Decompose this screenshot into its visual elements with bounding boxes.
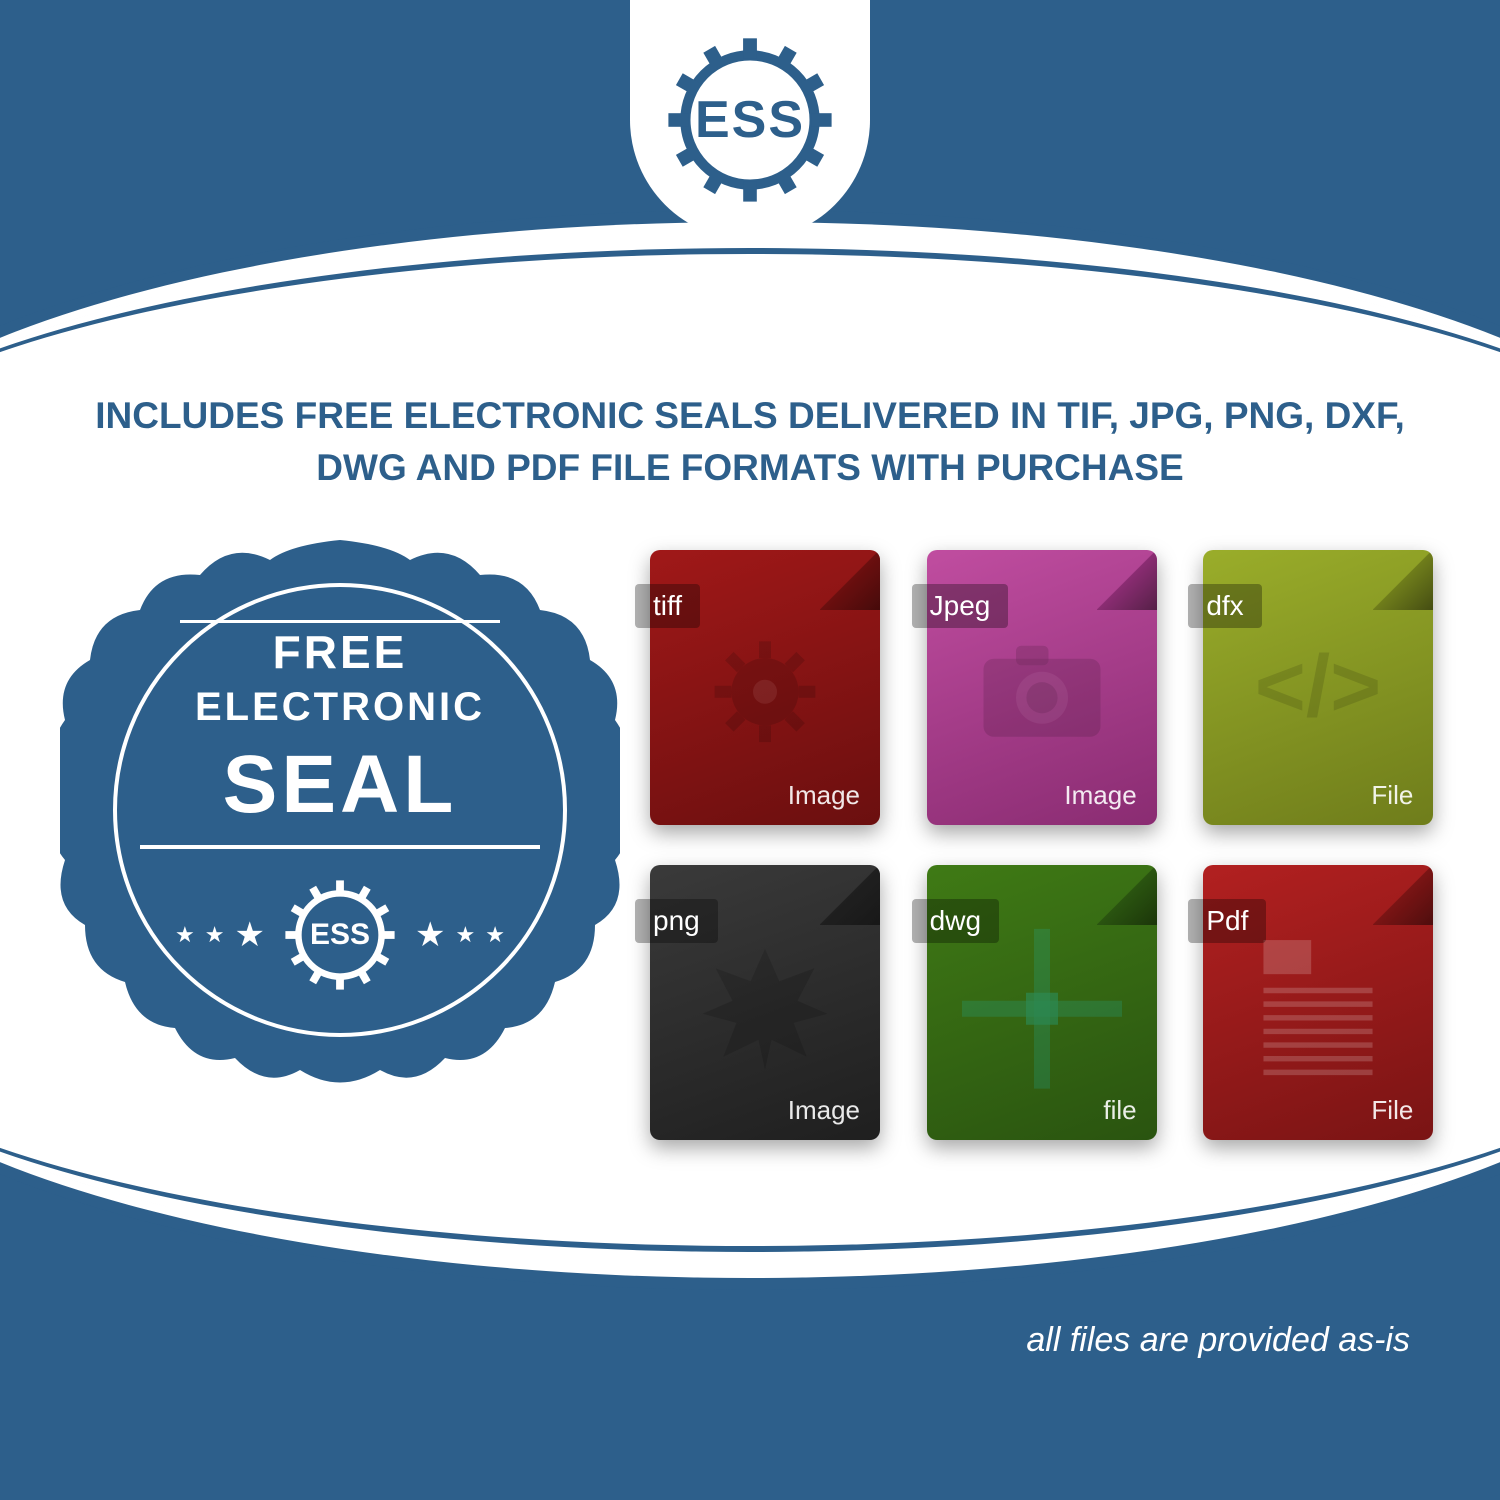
file-type-label: Image xyxy=(1064,780,1136,811)
content-row: FREE ELECTRONIC SEAL ★ ★ ★ xyxy=(60,530,1440,1140)
file-icons-grid: tiffImageJpegImage</>dfxFilepngImagedwgf… xyxy=(650,530,1440,1140)
file-glyph-icon xyxy=(705,631,825,756)
file-fold-icon xyxy=(1097,865,1157,925)
star-icon: ★ xyxy=(485,922,505,948)
seal-top-divider xyxy=(180,620,500,623)
file-type-label: Image xyxy=(788,1095,860,1126)
mini-ess-text: ESS xyxy=(310,918,370,952)
file-fold-icon xyxy=(1373,550,1433,610)
file-glyph-icon: </> xyxy=(1243,640,1393,745)
file-glyph-icon xyxy=(962,928,1122,1093)
file-type-label: File xyxy=(1371,1095,1413,1126)
file-format-label: Pdf xyxy=(1188,899,1266,943)
file-format-label: dwg xyxy=(912,899,999,943)
file-format-label: tiff xyxy=(635,584,700,628)
file-fold-icon xyxy=(1097,550,1157,610)
file-icon-jpeg: JpegImage xyxy=(927,550,1157,825)
file-icon-png: pngImage xyxy=(650,865,880,1140)
star-icon: ★ xyxy=(455,922,475,948)
file-type-label: Image xyxy=(788,780,860,811)
seal-bottom-row: ★ ★ ★ xyxy=(60,870,620,1000)
file-icon-dfx: </>dfxFile xyxy=(1203,550,1433,825)
file-format-label: dfx xyxy=(1188,584,1261,628)
ess-logo: ESS xyxy=(630,0,870,240)
mini-gear-icon: ESS xyxy=(275,870,405,1000)
star-icon: ★ xyxy=(205,922,225,948)
file-format-label: png xyxy=(635,899,718,943)
file-icon-tiff: tiffImage xyxy=(650,550,880,825)
ess-logo-text: ESS xyxy=(695,90,805,150)
file-fold-icon xyxy=(820,550,880,610)
file-fold-icon xyxy=(820,865,880,925)
seal-badge: FREE ELECTRONIC SEAL ★ ★ ★ xyxy=(60,530,620,1090)
file-type-label: File xyxy=(1371,780,1413,811)
file-glyph-icon xyxy=(1248,933,1388,1088)
file-type-label: file xyxy=(1103,1095,1136,1126)
file-icon-dwg: dwgfile xyxy=(927,865,1157,1140)
headline-text: INCLUDES FREE ELECTRONIC SEALS DELIVERED… xyxy=(60,390,1440,494)
file-format-label: Jpeg xyxy=(912,584,1009,628)
file-icon-pdf: PdfFile xyxy=(1203,865,1433,1140)
star-icon: ★ xyxy=(415,915,445,955)
star-icon: ★ xyxy=(175,922,195,948)
gear-icon: ESS xyxy=(665,35,835,205)
file-glyph-icon xyxy=(700,942,830,1077)
footer-note: all files are provided as-is xyxy=(1026,1321,1410,1360)
star-icon: ★ xyxy=(235,915,265,955)
seal-divider xyxy=(140,845,540,849)
file-fold-icon xyxy=(1373,865,1433,925)
svg-text:</>: </> xyxy=(1255,640,1382,734)
file-glyph-icon xyxy=(977,636,1107,751)
